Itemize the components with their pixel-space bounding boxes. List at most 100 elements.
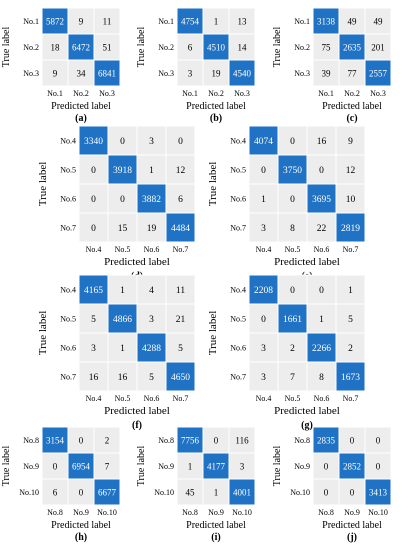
cell-value-label: 51 [103, 43, 112, 53]
cell-value-label: 1661 [283, 315, 302, 325]
y-tick-label: No.10 [290, 488, 310, 497]
matrix-cell [202, 33, 230, 61]
cell-value-label: 9 [79, 17, 84, 27]
cell-value-label: 0 [120, 195, 125, 205]
matrix-cell [176, 59, 204, 87]
y-axis-label: True label [1, 27, 12, 68]
cell-value-label: 15 [118, 224, 128, 234]
x-axis-label: Predicted label [51, 520, 111, 531]
matrix-cell [107, 125, 138, 156]
cell-value-label: 1 [261, 195, 266, 205]
cell-value-label: 4754 [181, 17, 200, 27]
x-tick-label: No.2 [73, 89, 89, 98]
panel-caption: (g) [301, 420, 313, 431]
y-tick-label: No.5 [230, 315, 246, 324]
cell-value-label: 4866 [113, 315, 132, 325]
cell-value-label: 4165 [84, 286, 103, 296]
matrix-cell [277, 303, 308, 334]
matrix-cell [165, 125, 196, 156]
cell-value-label: 0 [290, 137, 295, 147]
y-tick-label: No.9 [23, 462, 39, 471]
y-axis-label: True label [207, 311, 219, 356]
matrix-cell [248, 274, 279, 305]
matrix-cell [202, 426, 230, 454]
cell-value-label: 10 [346, 195, 356, 205]
cell-value-label: 5872 [46, 17, 64, 27]
cell-value-label: 16 [89, 373, 99, 383]
cell-value-label: 4 [149, 286, 154, 296]
cell-value-label: 5 [348, 315, 353, 325]
matrix-cell [136, 303, 167, 334]
cell-value-label: 0 [350, 436, 355, 446]
x-tick-label: No.7 [343, 394, 359, 403]
matrix-cell [78, 332, 109, 363]
cell-value-label: 0 [350, 488, 355, 498]
matrix-cell [312, 59, 340, 87]
cell-value-label: 0 [91, 166, 96, 176]
cell-value-label: 3695 [312, 195, 331, 205]
x-tick-label: No.5 [115, 394, 131, 403]
panel-caption: (a) [75, 113, 87, 124]
y-tick-label: No.7 [230, 224, 246, 233]
cell-value-label: 0 [91, 195, 96, 205]
cell-value-label: 18 [51, 43, 61, 53]
cell-value-label: 6841 [98, 69, 116, 79]
matrix-cell [335, 125, 366, 156]
cell-value-label: 16 [118, 373, 128, 383]
cell-value-label: 3 [149, 137, 154, 147]
matrix-cell [248, 183, 279, 214]
y-tick-label: No.6 [60, 344, 76, 353]
panel-caption: (c) [346, 113, 357, 124]
matrix-cell [335, 303, 366, 334]
cell-value-label: 6 [53, 488, 58, 498]
y-tick-label: No.1 [158, 17, 174, 26]
cell-value-label: 77 [348, 69, 358, 79]
x-axis-label: Predicted label [51, 101, 111, 112]
cell-value-label: 0 [324, 462, 329, 472]
matrix-cell [312, 7, 340, 35]
cell-value-label: 3 [261, 344, 266, 354]
cell-value-label: 5 [178, 344, 183, 354]
y-tick-label: No.2 [158, 43, 174, 52]
y-tick-label: No.8 [294, 436, 310, 445]
cell-value-label: 6 [178, 195, 183, 205]
cell-value-label: 2266 [312, 344, 331, 354]
x-tick-label: No.6 [144, 245, 160, 254]
x-tick-label: No.10 [97, 508, 117, 517]
cell-value-label: 4540 [233, 69, 252, 79]
cell-value-label: 13 [238, 17, 248, 27]
matrix-cell [67, 478, 95, 506]
y-tick-label: No.4 [230, 137, 246, 146]
matrix-cell [107, 212, 138, 243]
matrix-cell [338, 7, 366, 35]
x-tick-label: No.1 [318, 89, 334, 98]
x-tick-label: No.8 [182, 508, 198, 517]
matrix-cell [165, 183, 196, 214]
cell-value-label: 4074 [254, 137, 273, 147]
y-tick-label: No.10 [19, 488, 39, 497]
x-axis-label: Predicted label [186, 520, 246, 531]
cell-value-label: 19 [212, 69, 222, 79]
y-tick-label: No.3 [158, 69, 174, 78]
cell-value-label: 6 [188, 43, 193, 53]
cell-value-label: 9 [348, 137, 353, 147]
cell-value-label: 6472 [72, 43, 90, 53]
x-tick-label: No.6 [314, 394, 330, 403]
matrix-cell [107, 183, 138, 214]
y-tick-label: No.6 [230, 344, 246, 353]
matrix-cell [335, 361, 366, 392]
confusion-matrix-7: 2208 0 0 1 0 1661 1 5 3 2 2266 2 3 7 8 1673 No.4 No.5 No.6… [207, 274, 366, 431]
x-tick-label: No.3 [99, 89, 115, 98]
y-axis-label: True label [272, 27, 283, 68]
cell-value-label: 19 [147, 224, 157, 234]
x-tick-label: No.1 [47, 89, 63, 98]
x-tick-label: No.7 [343, 245, 359, 254]
y-tick-label: No.4 [60, 286, 76, 295]
y-tick-label: No.5 [230, 166, 246, 175]
matrix-cell [202, 478, 230, 506]
cell-value-label: 3882 [142, 195, 161, 205]
matrix-cell [136, 361, 167, 392]
cell-value-label: 39 [322, 69, 332, 79]
cell-value-label: 0 [91, 224, 96, 234]
